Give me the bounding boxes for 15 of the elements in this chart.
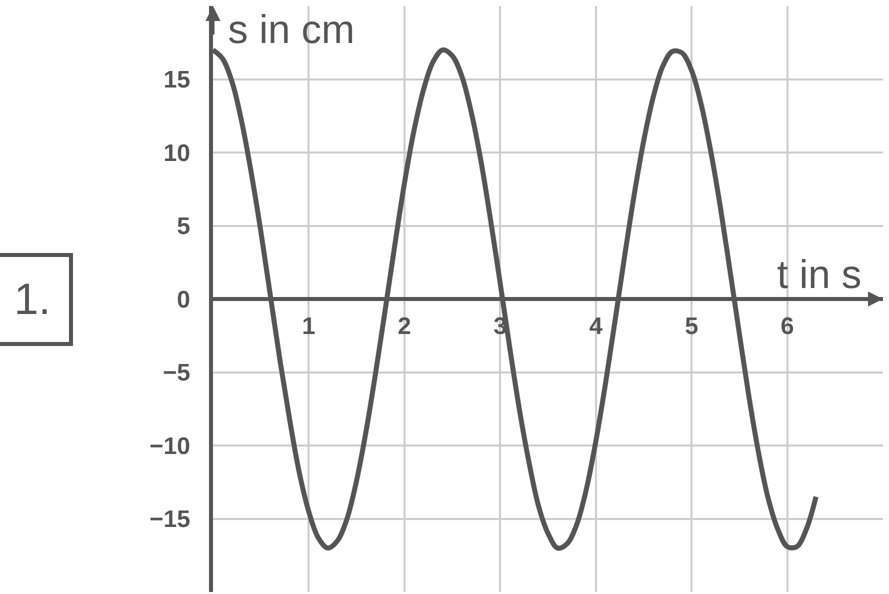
y-tick-label: 10 — [163, 140, 190, 167]
y-tick-label: 5 — [176, 213, 190, 240]
y-tick-label: −10 — [149, 432, 190, 460]
y-tick-label: 15 — [163, 66, 190, 94]
x-axis-title: t in s — [777, 253, 862, 297]
text: 1. — [14, 275, 51, 324]
x-tick-label: 4 — [589, 312, 604, 340]
y-tick-label: 0 — [176, 286, 190, 314]
x-tick-label: 6 — [780, 312, 794, 340]
y-tick-label: −15 — [149, 506, 190, 534]
x-tick-label: 5 — [684, 312, 698, 340]
y-tick-label: −5 — [162, 360, 190, 387]
y-axis-title: s in cm — [228, 8, 355, 52]
x-tick-label: 2 — [398, 312, 412, 340]
x-tick-label: 1 — [302, 312, 316, 340]
